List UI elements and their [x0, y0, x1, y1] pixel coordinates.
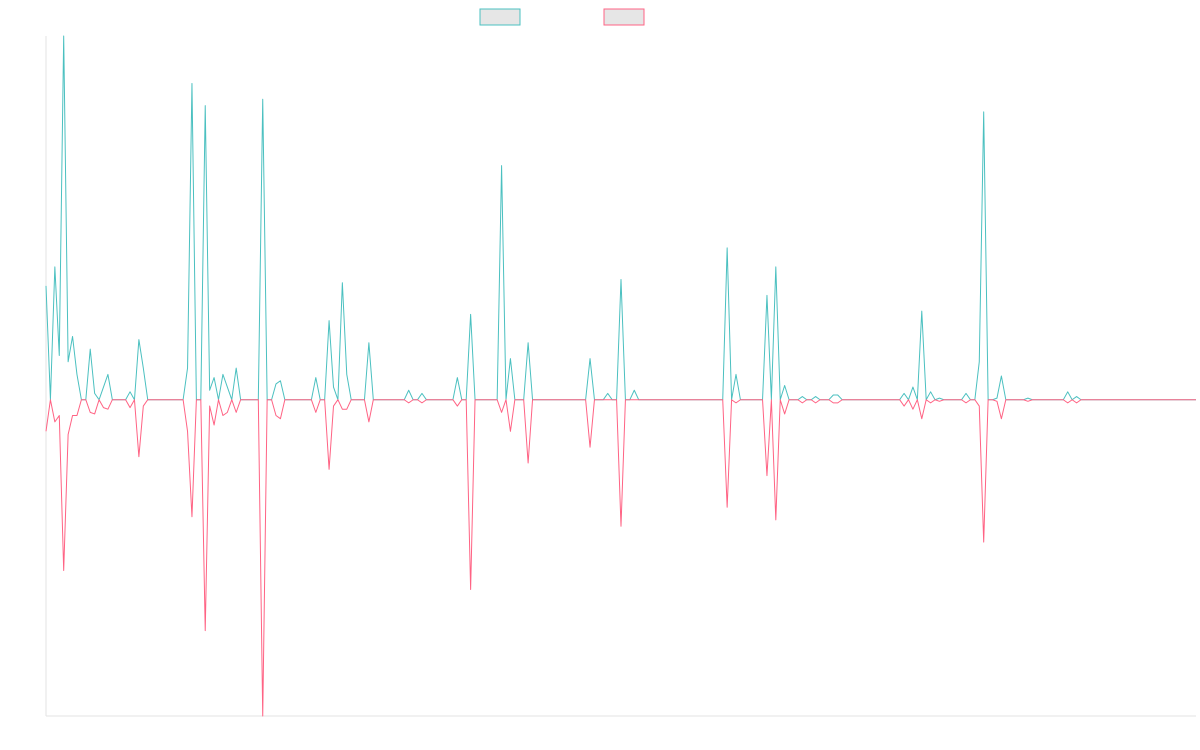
series-layer — [45, 35, 1196, 717]
legend-swatch-series-2[interactable] — [603, 8, 645, 26]
legend-swatch-series-1[interactable] — [479, 8, 521, 26]
series-line-2 — [45, 399, 1196, 717]
series-line-1 — [45, 35, 1196, 401]
legend — [479, 8, 645, 26]
